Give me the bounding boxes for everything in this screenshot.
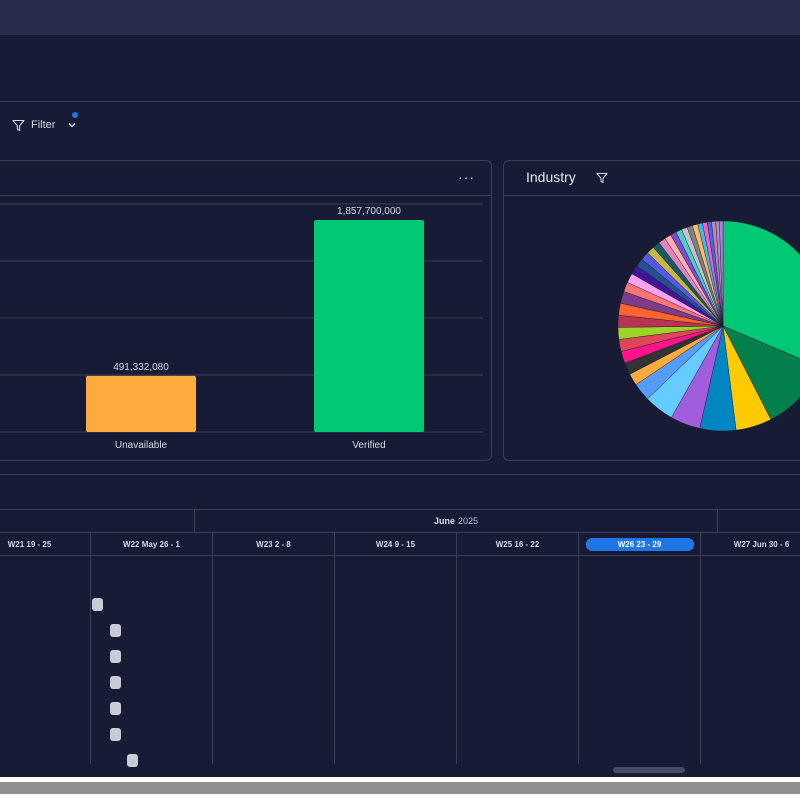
- bar-verified[interactable]: [314, 219, 424, 432]
- timeline-task-item[interactable]: [110, 702, 121, 715]
- bar-value-label: 491,332,080: [113, 362, 169, 373]
- week-cell[interactable]: W21 19 - 25: [0, 533, 90, 556]
- board-header: [0, 35, 800, 101]
- week-cell[interactable]: W22 May 26 - 1: [90, 533, 212, 556]
- status-chart-widget: ··· 491,332,080 Unavailable 1,857,700,000 V…: [0, 160, 492, 461]
- taskbar-strip: [0, 782, 800, 794]
- week-cell[interactable]: W25 16 - 22: [456, 533, 578, 556]
- week-column-line: [212, 556, 213, 764]
- week-cell[interactable]: W24 9 - 15: [334, 533, 456, 556]
- filter-icon: [596, 172, 608, 184]
- filter-label: Filter: [31, 119, 56, 131]
- week-column-line: [90, 556, 91, 764]
- timeline-month-row: June 2025: [0, 509, 800, 533]
- timeline: June 2025 W21 19 - 25 W22 May 26 - 1 W23 …: [0, 509, 800, 779]
- timeline-week-row: W21 19 - 25 W22 May 26 - 1 W23 2 - 8 W24…: [0, 533, 800, 556]
- timeline-task-item[interactable]: [110, 676, 121, 689]
- app-top-bar: [0, 0, 800, 35]
- bar-chart: 491,332,080 Unavailable 1,857,700,000 Verif…: [0, 203, 483, 451]
- pie-slice[interactable]: [722, 220, 800, 367]
- header-divider: [0, 101, 800, 102]
- week-cell-current[interactable]: W26 23 - 29: [578, 533, 700, 556]
- more-options-button[interactable]: ···: [458, 169, 475, 185]
- chevron-down-icon: [68, 123, 76, 128]
- timeline-task-item[interactable]: [110, 728, 121, 741]
- filter-active-dot: [72, 112, 78, 118]
- week-cell[interactable]: W23 2 - 8: [212, 533, 334, 556]
- industry-widget-title: Industry: [526, 169, 576, 185]
- timeline-task-item[interactable]: [110, 650, 121, 663]
- filter-icon: [12, 119, 25, 131]
- screen-bottom-edge: [0, 794, 800, 800]
- week-column-line: [456, 556, 457, 764]
- status-widget-header: ···: [0, 161, 491, 196]
- week-column-line: [700, 556, 701, 764]
- filter-button[interactable]: Filter: [12, 112, 78, 136]
- week-column-line: [334, 556, 335, 764]
- week-cell[interactable]: W27 Jun 30 - 6: [700, 533, 800, 556]
- month-cell-june: June 2025: [194, 510, 717, 532]
- timeline-task-item[interactable]: [110, 624, 121, 637]
- industry-filter-button[interactable]: [596, 171, 608, 189]
- industry-widget-header: Industry: [504, 161, 800, 196]
- section-divider: [0, 474, 800, 475]
- bar-category-label: Verified: [352, 440, 385, 451]
- pie-chart: [617, 220, 800, 432]
- pie-slice[interactable]: [719, 220, 724, 327]
- window-bottom-edge: [0, 777, 800, 782]
- industry-chart-widget: Industry: [503, 160, 800, 461]
- bar-category-label: Unavailable: [115, 440, 168, 451]
- week-column-line: [578, 556, 579, 764]
- bar-value-label: 1,857,700,000: [337, 206, 401, 217]
- horizontal-scrollbar[interactable]: [613, 767, 685, 773]
- bar-unavailable[interactable]: [86, 375, 196, 432]
- month-cell: [0, 510, 195, 532]
- timeline-task-item[interactable]: [127, 754, 138, 767]
- month-cell: [717, 510, 800, 532]
- timeline-task-item[interactable]: [92, 598, 103, 611]
